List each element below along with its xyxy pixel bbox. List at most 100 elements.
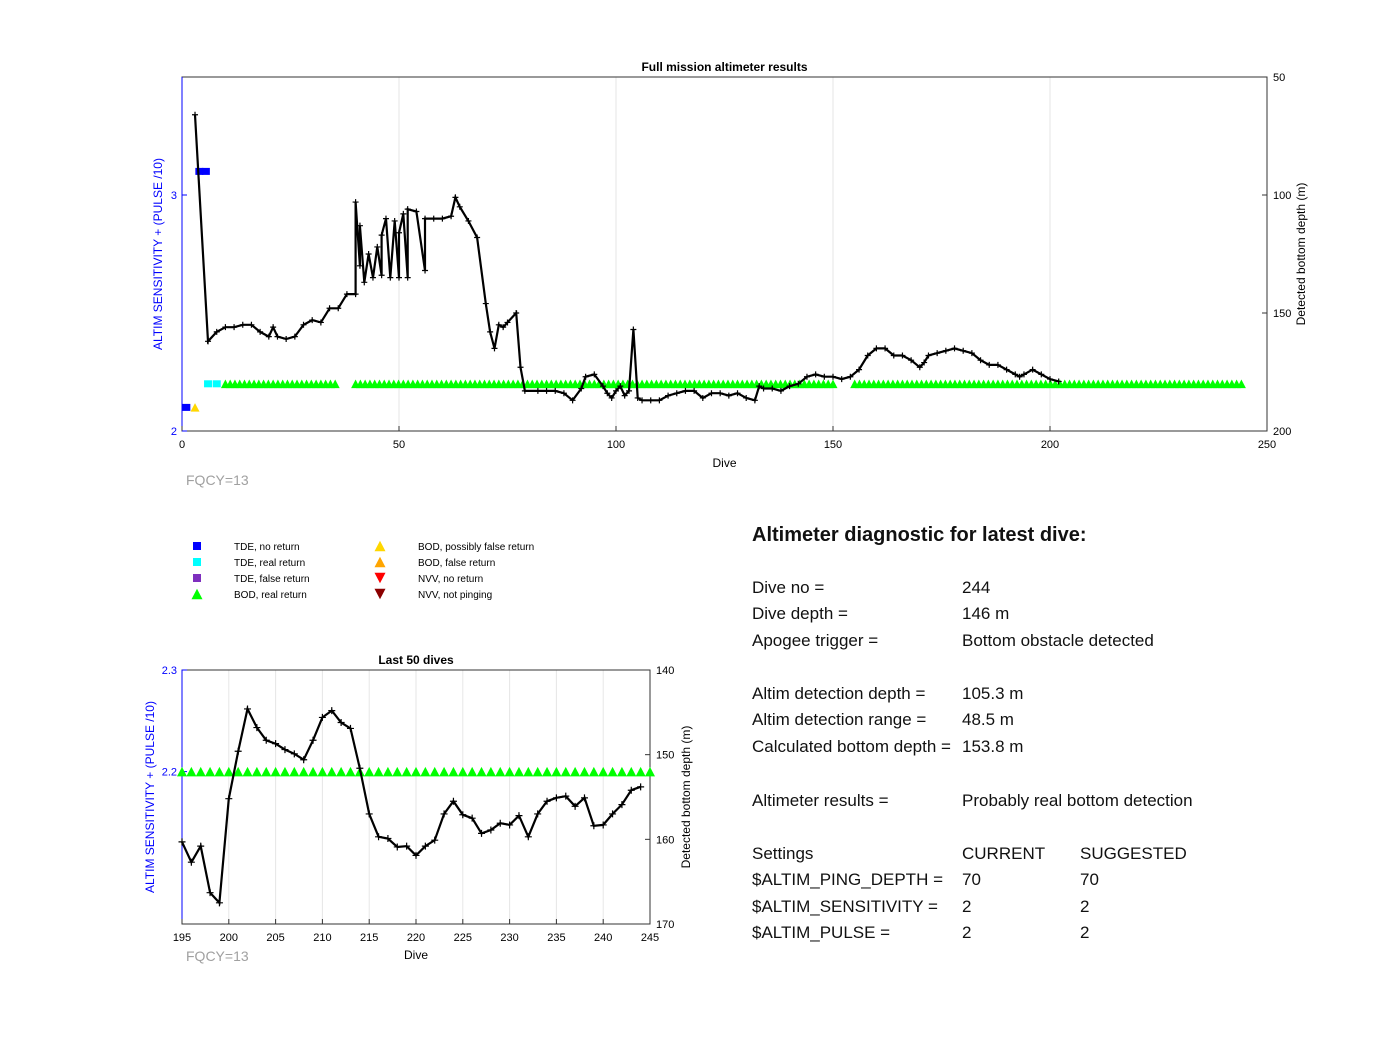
bottom-depth-point: [543, 387, 550, 394]
bod-real-return-marker: [616, 766, 627, 777]
bottom-depth-point: [637, 783, 645, 791]
detection-depth-label: Altim detection depth =: [752, 684, 926, 703]
bottom-depth-point: [192, 111, 199, 118]
bod-real-return-marker: [330, 379, 340, 389]
bottom-depth-point: [317, 319, 324, 326]
bottom-depth-point: [393, 843, 401, 851]
bottom-depth-point: [244, 705, 252, 713]
bottom-depth-point: [977, 357, 984, 364]
detection-range-value: 48.5 m: [962, 710, 1014, 729]
bottom-depth-point: [448, 213, 455, 220]
bod-real-return-marker: [607, 766, 618, 777]
dive-no-label: Dive no =: [752, 578, 825, 597]
bottom-depth-point: [760, 385, 767, 392]
sensitivity-suggested: 2: [1080, 897, 1090, 916]
bottom-depth-point: [626, 387, 633, 394]
results-label: Altimeter results =: [752, 791, 889, 810]
pulse-current: 2: [962, 923, 972, 942]
bottom-depth-point: [769, 385, 776, 392]
bod-real-return-marker: [317, 766, 328, 777]
bottom-depth-point: [821, 373, 828, 380]
bottom-depth-point: [422, 267, 429, 274]
bottom-depth-point: [847, 373, 854, 380]
bottom-depth-point: [178, 838, 186, 846]
bottom-depth-point: [387, 274, 394, 281]
bod-real-return-marker: [645, 766, 655, 777]
bottom-depth-point: [513, 310, 520, 316]
bottom-depth-point: [591, 371, 598, 378]
bottom-depth-point: [578, 385, 585, 392]
y-right-tick-label: 200: [1273, 426, 1291, 438]
legend-item-label: BOD, false return: [418, 558, 495, 569]
bottom-depth-point: [986, 361, 993, 368]
bod-real-return-marker: [504, 766, 515, 777]
bod-real-return-marker: [570, 766, 581, 777]
bottom-depth-point: [290, 750, 298, 758]
bottom-depth-point: [552, 794, 560, 802]
y-right-axis-label: Detected bottom depth (m): [679, 726, 693, 869]
bottom-depth-point: [560, 390, 567, 397]
bottom-depth-point: [378, 232, 385, 239]
bottom-depth-point: [908, 357, 915, 364]
bottom-depth-point: [968, 350, 975, 357]
bottom-depth-point: [856, 366, 863, 373]
legend-item-label: TDE, false return: [234, 574, 310, 585]
bottom-depth-point: [231, 324, 238, 331]
bottom-depth-point: [225, 795, 233, 803]
pulse-suggested: 2: [1080, 923, 1090, 942]
bottom-depth-point: [487, 826, 495, 834]
bod-real-return-marker: [308, 766, 319, 777]
bod-real-return-marker: [560, 766, 571, 777]
bottom-depth-point: [439, 215, 446, 222]
bottom-depth-point: [524, 833, 532, 841]
ping-depth-row: $ALTIM_PING_DEPTH = 70 70: [752, 868, 1352, 892]
bod-real-return-marker: [429, 766, 440, 777]
bottom-depth-point: [270, 324, 277, 331]
x-tick-label: 100: [607, 439, 625, 451]
x-tick-label: 230: [500, 932, 518, 944]
bod-real-return-marker: [205, 766, 216, 777]
bod-real-return-marker: [523, 766, 534, 777]
bottom-depth-point: [309, 736, 317, 744]
bottom-depth-point: [934, 350, 941, 357]
bottom-depth-point: [756, 383, 763, 390]
tde-real-return-marker: [212, 380, 221, 388]
pulse-row: $ALTIM_PULSE = 2 2: [752, 921, 1352, 945]
bottom-depth-point: [253, 724, 261, 732]
bottom-depth-point: [197, 842, 205, 850]
tde-real-return-marker: [204, 380, 213, 388]
bottom-depth-point: [257, 328, 264, 335]
x-tick-label: 195: [173, 932, 191, 944]
bottom-depth-point: [361, 279, 368, 286]
bottom-depth-point: [543, 797, 551, 805]
bottom-depth-point: [337, 718, 345, 726]
bod-real-return-marker: [345, 766, 356, 777]
results-row: Altimeter results = Probably real bottom…: [752, 789, 1352, 813]
bottom-depth-point: [864, 352, 871, 359]
bottom-depth-point: [786, 383, 793, 390]
bottom-depth-point: [412, 851, 420, 859]
bod-real-return-marker: [186, 766, 197, 777]
bottom-depth-point: [521, 387, 528, 394]
ping-depth-suggested: 70: [1080, 870, 1099, 889]
bod-real-return-marker: [439, 766, 450, 777]
x-tick-label: 225: [454, 932, 472, 944]
bottom-depth-point: [213, 328, 220, 335]
bottom-depth-point: [994, 361, 1001, 368]
bottom-depth-point: [1038, 371, 1045, 378]
bottom-depth-point: [617, 383, 624, 390]
sensitivity-row: $ALTIM_SENSITIVITY = 2 2: [752, 895, 1352, 919]
bottom-depth-point: [665, 392, 672, 399]
bottom-depth-point: [309, 317, 316, 324]
x-tick-label: 50: [393, 439, 405, 451]
bottom-depth-point: [830, 373, 836, 380]
y-right-tick-label: 140: [656, 665, 674, 677]
bottom-depth-point: [838, 376, 845, 383]
bottom-depth-point: [318, 713, 326, 721]
calculated-depth-label: Calculated bottom depth =: [752, 737, 951, 756]
y-right-tick-label: 170: [656, 919, 674, 931]
bottom-depth-point: [384, 834, 392, 842]
bod-real-return-marker: [392, 766, 403, 777]
bod-real-return-marker: [626, 766, 637, 777]
bottom-depth-point: [960, 347, 967, 354]
